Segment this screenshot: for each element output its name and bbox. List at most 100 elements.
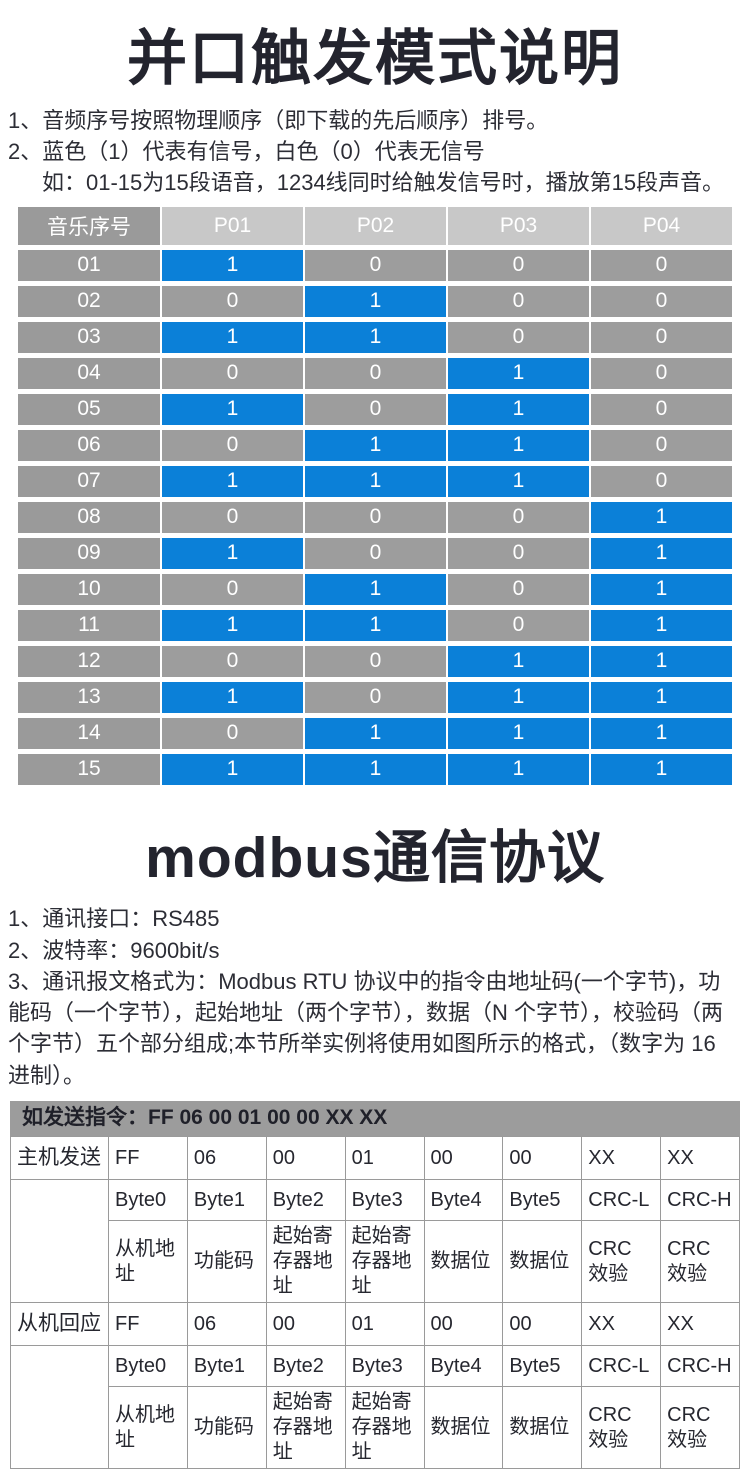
modbus-byte-cell: Byte0: [108, 1345, 188, 1388]
modbus-desc-cell: 从机地址: [108, 1220, 188, 1304]
modbus-desc-cell: 功能码: [186, 1386, 267, 1469]
music-index-cell: 02: [18, 285, 160, 317]
signal-on-cell: 1: [162, 537, 303, 569]
modbus-hex-cell: 01: [344, 1136, 425, 1181]
modbus-desc-cell: CRC 效验: [581, 1220, 662, 1304]
modbus-hex-cell: XX: [660, 1136, 740, 1181]
modbus-row-label: 从机回应: [10, 1302, 109, 1347]
signal-on-cell: 1: [162, 249, 303, 281]
modbus-hex-cell: FF: [108, 1136, 188, 1181]
signal-table-row: 12 0 0 1 1: [18, 645, 732, 677]
signal-on-cell: 1: [305, 717, 446, 749]
music-index-cell: 01: [18, 249, 160, 281]
modbus-hex-cell: 00: [265, 1302, 346, 1347]
modbus-byte-cell: Byte2: [265, 1345, 346, 1388]
music-index-cell: 11: [18, 609, 160, 641]
signal-header-label: 音乐序号: [18, 206, 160, 245]
signal-on-cell: 1: [448, 429, 589, 461]
modbus-hex-cell: 00: [502, 1302, 583, 1347]
signal-on-cell: 1: [305, 285, 446, 317]
modbus-note-3: 3、通讯报文格式为：Modbus RTU 协议中的指令由地址码(一个字节)，功能…: [8, 968, 724, 1088]
parallel-trigger-notes: 1、音频序号按照物理顺序（即下载的先后顺序）排号。 2、蓝色（1）代表有信号，白…: [8, 105, 742, 199]
modbus-title: modbus通信协议: [145, 825, 605, 890]
modbus-hex-cell: XX: [660, 1302, 740, 1347]
signal-header-port: P03: [448, 206, 589, 245]
signal-on-cell: 1: [448, 357, 589, 389]
modbus-desc-cell: 起始寄存器地址: [344, 1386, 425, 1469]
signal-on-cell: 1: [162, 609, 303, 641]
signal-off-cell: 0: [162, 717, 303, 749]
modbus-hex-cell: FF: [108, 1302, 188, 1347]
modbus-byte-cell: Byte5: [502, 1345, 583, 1388]
signal-on-cell: 1: [162, 681, 303, 713]
signal-off-cell: 0: [448, 573, 589, 605]
modbus-hex-cell: 00: [502, 1136, 583, 1181]
signal-off-cell: 0: [305, 249, 446, 281]
modbus-hex-cell: XX: [581, 1302, 662, 1347]
signal-on-cell: 1: [448, 465, 589, 497]
signal-header-port: P04: [591, 206, 732, 245]
signal-off-cell: 0: [448, 609, 589, 641]
signal-off-cell: 0: [448, 501, 589, 533]
signal-off-cell: 0: [448, 537, 589, 569]
parallel-trigger-title: 并口触发模式说明: [127, 25, 623, 92]
signal-table: 音乐序号 P01 P02 P03 P04 01 1 0 0 0 02 0 1 0 0 03 1 1 0 0 04 0 0 1…: [18, 206, 732, 785]
modbus-note-2: 2、波特率：9600bit/s: [8, 937, 220, 963]
signal-off-cell: 0: [305, 393, 446, 425]
music-index-cell: 13: [18, 681, 160, 713]
music-index-cell: 04: [18, 357, 160, 389]
signal-on-cell: 1: [448, 393, 589, 425]
modbus-byte-cell: CRC-L: [581, 1179, 662, 1222]
signal-on-cell: 1: [305, 753, 446, 785]
modbus-hex-cell: 06: [186, 1302, 267, 1347]
signal-off-cell: 0: [162, 573, 303, 605]
modbus-byte-cell: Byte3: [344, 1179, 425, 1222]
music-index-cell: 10: [18, 573, 160, 605]
signal-on-cell: 1: [448, 645, 589, 677]
signal-table-row: 15 1 1 1 1: [18, 753, 732, 785]
modbus-byte-cell: CRC-L: [581, 1345, 662, 1388]
signal-off-cell: 0: [448, 285, 589, 317]
modbus-notes: 1、通讯接口：RS485 2、波特率：9600bit/s 3、通讯报文格式为：M…: [8, 903, 742, 1090]
modbus-byte-row: Byte0 Byte1 Byte2 Byte3 Byte4 Byte5 CRC-L CRC-H: [10, 1345, 740, 1469]
signal-table-row: 10 0 1 0 1: [18, 573, 732, 605]
modbus-desc-row: 从机地址 功能码 起始寄存器地址 起始寄存器地址 数据位 数据位 CRC 效验 CRC 效验: [11, 1386, 740, 1469]
modbus-note-1: 1、通讯接口：RS485: [8, 906, 220, 932]
signal-table-row: 13 1 0 1 1: [18, 681, 732, 713]
signal-off-cell: 0: [305, 357, 446, 389]
signal-on-cell: 1: [448, 753, 589, 785]
music-index-cell: 05: [18, 393, 160, 425]
music-index-cell: 07: [18, 465, 160, 497]
modbus-hex-row: 从机回应 FF 06 00 01 00 00 XX XX: [10, 1302, 740, 1347]
modbus-desc-cell: 数据位: [502, 1386, 583, 1469]
modbus-hex-cell: 06: [186, 1136, 267, 1181]
modbus-desc-cell: 起始寄存器地址: [344, 1220, 425, 1304]
music-index-cell: 12: [18, 645, 160, 677]
signal-table-row: 09 1 0 0 1: [18, 537, 732, 569]
signal-table-header: 音乐序号 P01 P02 P03 P04: [18, 206, 732, 245]
modbus-row-label: 主机发送: [10, 1136, 109, 1181]
signal-on-cell: 1: [448, 681, 589, 713]
modbus-desc-cell: 从机地址: [108, 1386, 188, 1469]
signal-off-cell: 0: [448, 321, 589, 353]
modbus-hex-cell: 00: [423, 1302, 504, 1347]
signal-on-cell: 1: [591, 717, 732, 749]
signal-table-row: 01 1 0 0 0: [18, 249, 732, 281]
modbus-table: 主机发送 FF 06 00 01 00 00 XX XX Byte0 Byte1 Byte2 Byte3…: [10, 1136, 740, 1469]
music-index-cell: 08: [18, 501, 160, 533]
signal-off-cell: 0: [448, 249, 589, 281]
signal-table-row: 04 0 0 1 0: [18, 357, 732, 389]
signal-on-cell: 1: [591, 573, 732, 605]
signal-off-cell: 0: [591, 249, 732, 281]
note-line-1: 1、音频序号按照物理顺序（即下载的先后顺序）排号。: [8, 108, 549, 133]
modbus-desc-row: 从机地址 功能码 起始寄存器地址 起始寄存器地址 数据位 数据位 CRC 效验 CRC 效验: [11, 1220, 740, 1304]
music-index-cell: 15: [18, 753, 160, 785]
music-index-cell: 09: [18, 537, 160, 569]
signal-on-cell: 1: [305, 429, 446, 461]
modbus-desc-cell: CRC 效验: [660, 1386, 740, 1469]
signal-header-port: P02: [305, 206, 446, 245]
modbus-desc-cell: CRC 效验: [581, 1386, 662, 1469]
modbus-desc-cell: 数据位: [423, 1220, 504, 1304]
modbus-byte-cell: Byte0: [108, 1179, 188, 1222]
signal-on-cell: 1: [162, 393, 303, 425]
